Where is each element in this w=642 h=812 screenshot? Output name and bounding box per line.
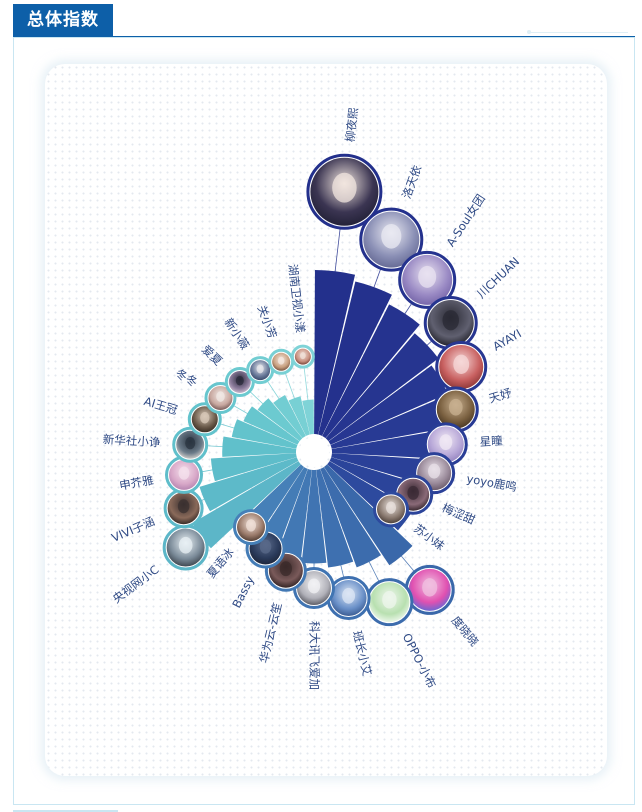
bar-19 [210,453,297,482]
avatar-face-25 [277,356,285,365]
avatar-label-8: 梅涩甜 [440,501,478,528]
avatar-face-13 [307,578,321,594]
avatar-face-15 [259,539,272,554]
avatar-face-24 [256,364,264,374]
avatar-face-22 [216,391,225,402]
center-hole [299,437,329,467]
avatar-face-9 [385,501,397,514]
avatar-label-12: 班长小艾 [350,629,374,677]
avatar-label-2: A-Soul女团 [443,192,487,249]
bar-10 [323,464,413,566]
avatar-face-26 [299,352,306,360]
decorative-line [528,32,628,33]
bar-22 [243,406,300,445]
bar-23 [257,398,303,442]
bar-26 [302,399,314,435]
avatar-face-0 [332,172,357,203]
avatar-label-6: 星瞳 [479,433,503,448]
avatar-label-23: 爱夏 [199,342,226,368]
bar-5 [330,398,450,449]
avatar-face-12 [342,587,356,604]
bar-3 [325,333,439,442]
bar-18 [199,457,299,512]
avatar-face-21 [200,412,210,424]
avatar-label-5: 天妤 [487,386,514,406]
avatar-label-15: Bassy [229,574,257,611]
bar-1 [318,281,392,436]
avatar-face-5 [448,398,463,416]
bar-11 [320,467,382,568]
avatar-face-3 [442,310,460,331]
avatar-label-14: 华为云-云笙 [257,601,285,664]
avatar-label-0: 柳夜熙 [343,106,361,142]
avatar-face-16 [245,519,257,532]
avatar-label-1: 洛天依 [399,163,424,201]
avatar-label-18: VIVI子涵 [109,514,156,545]
avatar-face-7 [428,463,441,479]
avatar-face-8 [407,485,419,500]
section-title: 总体指数 [13,4,113,37]
avatar-face-23 [235,375,244,386]
bottom-decoration [13,810,118,812]
bar-0 [314,270,356,435]
bar-4 [328,365,448,445]
avatar-label-13: 科大讯飞爱加 [308,621,322,690]
bar-14 [278,468,312,557]
bar-17 [192,461,301,549]
avatar-face-18 [177,499,190,514]
avatar-label-26: 湖南卫视小漾 [286,263,308,334]
avatar-face-14 [279,561,292,577]
avatar-label-9: 苏小妹 [411,521,447,553]
avatar-face-17 [178,536,193,554]
avatar-face-19 [178,466,190,480]
avatar-label-17: 央视网小C [110,562,162,605]
avatar-face-1 [381,223,402,249]
bar-25 [288,396,310,436]
bar-21 [231,419,298,449]
avatar-face-6 [439,434,453,451]
bar-16 [252,464,305,523]
avatar-face-10 [422,578,438,597]
avatar-face-11 [382,590,397,609]
avatar-label-21: AI王冠 [142,394,179,417]
bar-24 [273,395,306,439]
avatar-face-2 [418,265,437,288]
avatar-label-22: 冬冬 [173,366,200,390]
bar-12 [316,468,354,568]
avatar-label-3: 川CHUAN [474,254,522,301]
avatar-label-24: 新小薇 [221,315,252,352]
avatar-label-11: OPPO-小布 [400,631,439,690]
avatar-label-16: 夏语冰 [204,545,237,581]
avatar-label-19: 申芥雅 [118,473,154,493]
avatar-label-20: 新华社小诤 [102,432,161,449]
bar-13 [301,469,327,564]
avatar-label-25: 关小芳 [255,303,280,340]
bar-6 [331,429,447,460]
avatar-label-10: 度晓晓 [449,613,482,649]
bar-2 [322,304,420,439]
avatar-label-4: AYAYI [490,326,523,353]
bar-20 [222,436,297,457]
bar-15 [262,467,308,542]
avatar-markers [162,153,488,627]
avatar-face-4 [453,354,470,375]
avatar-face-20 [185,436,196,450]
avatar-label-7: yoyo鹿鸣 [466,472,518,495]
chart-bars [192,270,450,568]
